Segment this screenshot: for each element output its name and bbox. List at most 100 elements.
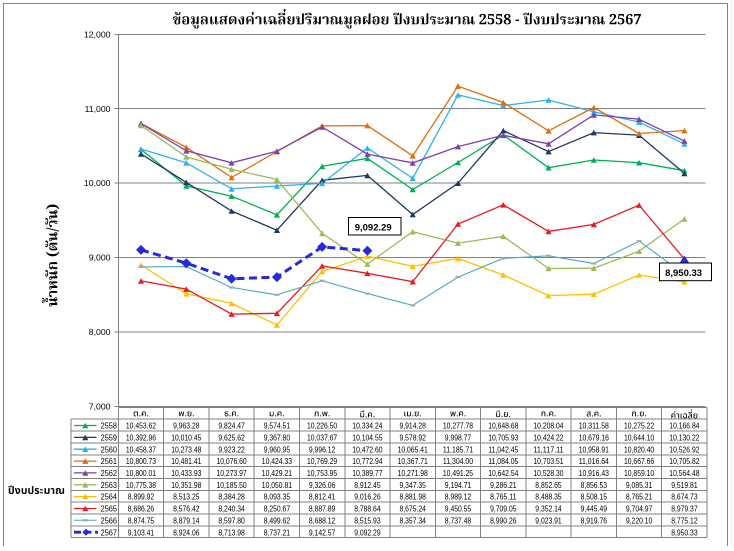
svg-text:8,597.80: 8,597.80 (218, 515, 245, 525)
svg-text:8,686.26: 8,686.26 (128, 504, 155, 514)
svg-text:9,963.28: 9,963.28 (173, 421, 200, 431)
svg-text:8,924.06: 8,924.06 (173, 527, 200, 537)
svg-text:10,424.22: 10,424.22 (533, 433, 563, 443)
svg-text:10,800.73: 10,800.73 (126, 456, 156, 466)
svg-text:9,709.05: 9,709.05 (490, 504, 517, 514)
svg-text:9,574.51: 9,574.51 (264, 421, 291, 431)
svg-text:9,445.49: 9,445.49 (581, 504, 608, 514)
svg-text:10,679.16: 10,679.16 (579, 433, 609, 443)
svg-text:8,000: 8,000 (89, 327, 111, 337)
svg-text:8,990.26: 8,990.26 (490, 515, 517, 525)
svg-text:9,625.62: 9,625.62 (218, 433, 245, 443)
svg-text:8,950.33: 8,950.33 (671, 527, 698, 537)
svg-text:2563: 2563 (101, 480, 118, 490)
svg-text:10,667.66: 10,667.66 (624, 456, 654, 466)
svg-text:10,458.37: 10,458.37 (126, 444, 156, 454)
svg-text:2560: 2560 (101, 444, 118, 454)
svg-text:8,737.21: 8,737.21 (264, 527, 291, 537)
svg-text:10,334.24: 10,334.24 (352, 421, 382, 431)
svg-text:10,481.41: 10,481.41 (171, 456, 201, 466)
svg-text:8,765.11: 8,765.11 (490, 492, 517, 502)
svg-text:10,642.54: 10,642.54 (488, 468, 518, 478)
svg-text:9,519.81: 9,519.81 (671, 480, 698, 490)
svg-text:9,092.29: 9,092.29 (355, 223, 392, 234)
svg-text:10,275.22: 10,275.22 (624, 421, 654, 431)
svg-text:11,084.05: 11,084.05 (488, 456, 518, 466)
svg-text:10,644.10: 10,644.10 (624, 433, 654, 443)
svg-text:8,899.92: 8,899.92 (128, 492, 155, 502)
svg-text:10,311.58: 10,311.58 (579, 421, 609, 431)
svg-text:9,998.77: 9,998.77 (445, 433, 472, 443)
svg-text:2567: 2567 (101, 527, 118, 537)
svg-text:11,304.00: 11,304.00 (443, 456, 473, 466)
svg-text:10,271.98: 10,271.98 (398, 468, 428, 478)
svg-text:10,000: 10,000 (84, 178, 111, 188)
svg-text:10,528.30: 10,528.30 (533, 468, 563, 478)
svg-text:10,472.60: 10,472.60 (352, 444, 382, 454)
svg-text:12,000: 12,000 (84, 29, 111, 39)
svg-text:10,392.96: 10,392.96 (126, 433, 156, 443)
svg-text:8,852.65: 8,852.65 (535, 480, 562, 490)
svg-text:10,065.41: 10,065.41 (398, 444, 428, 454)
svg-text:9,352.14: 9,352.14 (535, 504, 562, 514)
svg-text:8,812.41: 8,812.41 (309, 492, 336, 502)
svg-text:9,960.95: 9,960.95 (264, 444, 291, 454)
svg-text:10,273.48: 10,273.48 (171, 444, 201, 454)
svg-text:9,914.28: 9,914.28 (400, 421, 427, 431)
svg-text:8,765.21: 8,765.21 (626, 492, 653, 502)
svg-text:10,705.82: 10,705.82 (669, 456, 699, 466)
svg-text:10,526.92: 10,526.92 (669, 444, 699, 454)
svg-text:11,117.11: 11,117.11 (533, 444, 563, 454)
svg-text:10,351.98: 10,351.98 (171, 480, 201, 490)
svg-text:9,450.55: 9,450.55 (445, 504, 472, 514)
svg-text:8,093.35: 8,093.35 (264, 492, 291, 502)
svg-text:8,674.73: 8,674.73 (671, 492, 698, 502)
svg-text:8,250.67: 8,250.67 (264, 504, 291, 514)
svg-text:8,713.98: 8,713.98 (218, 527, 245, 537)
svg-text:8,788.64: 8,788.64 (354, 504, 381, 514)
svg-text:2559: 2559 (101, 433, 118, 443)
svg-text:8,887.89: 8,887.89 (309, 504, 336, 514)
svg-text:8,881.98: 8,881.98 (400, 492, 427, 502)
svg-text:10,037.67: 10,037.67 (307, 433, 337, 443)
svg-text:10,859.10: 10,859.10 (624, 468, 654, 478)
svg-text:10,185.50: 10,185.50 (217, 480, 247, 490)
svg-text:9,194.71: 9,194.71 (445, 480, 472, 490)
svg-text:9,142.57: 9,142.57 (309, 527, 336, 537)
svg-text:10,772.94: 10,772.94 (352, 456, 382, 466)
svg-text:10,429.21: 10,429.21 (262, 468, 292, 478)
svg-text:10,076.60: 10,076.60 (217, 456, 247, 466)
svg-text:8,737.48: 8,737.48 (445, 515, 472, 525)
svg-text:8,384.28: 8,384.28 (218, 492, 245, 502)
svg-text:8,688.12: 8,688.12 (309, 515, 336, 525)
svg-text:2562: 2562 (101, 468, 118, 478)
svg-text:2558: 2558 (101, 421, 118, 431)
svg-text:2566: 2566 (101, 515, 118, 525)
svg-text:9,092.29: 9,092.29 (354, 527, 381, 537)
svg-text:2564: 2564 (101, 492, 118, 502)
svg-text:10,453.62: 10,453.62 (126, 421, 156, 431)
svg-text:10,705.93: 10,705.93 (488, 433, 518, 443)
svg-text:10,367.71: 10,367.71 (398, 456, 428, 466)
svg-text:11,016.64: 11,016.64 (579, 456, 609, 466)
svg-text:8,515.93: 8,515.93 (354, 515, 381, 525)
svg-text:9,704.97: 9,704.97 (626, 504, 653, 514)
svg-text:10,820.40: 10,820.40 (624, 444, 654, 454)
svg-text:8,950.33: 8,950.33 (665, 268, 702, 279)
svg-text:8,856.53: 8,856.53 (581, 480, 608, 490)
svg-text:8,576.42: 8,576.42 (173, 504, 200, 514)
svg-text:10,433.93: 10,433.93 (171, 468, 201, 478)
svg-text:10,166.84: 10,166.84 (669, 421, 699, 431)
svg-text:10,050.81: 10,050.81 (262, 480, 292, 490)
svg-text:10,958.91: 10,958.91 (579, 444, 609, 454)
svg-text:10,703.51: 10,703.51 (533, 456, 563, 466)
svg-text:9,367.80: 9,367.80 (264, 433, 291, 443)
svg-text:8,357.34: 8,357.34 (400, 515, 427, 525)
svg-text:9,347.35: 9,347.35 (400, 480, 427, 490)
svg-text:10,564.48: 10,564.48 (669, 468, 699, 478)
svg-text:10,104.55: 10,104.55 (352, 433, 382, 443)
svg-text:8,919.76: 8,919.76 (581, 515, 608, 525)
svg-text:10,753.95: 10,753.95 (307, 468, 337, 478)
svg-text:9,220.10: 9,220.10 (626, 515, 653, 525)
svg-text:8,874.75: 8,874.75 (128, 515, 155, 525)
